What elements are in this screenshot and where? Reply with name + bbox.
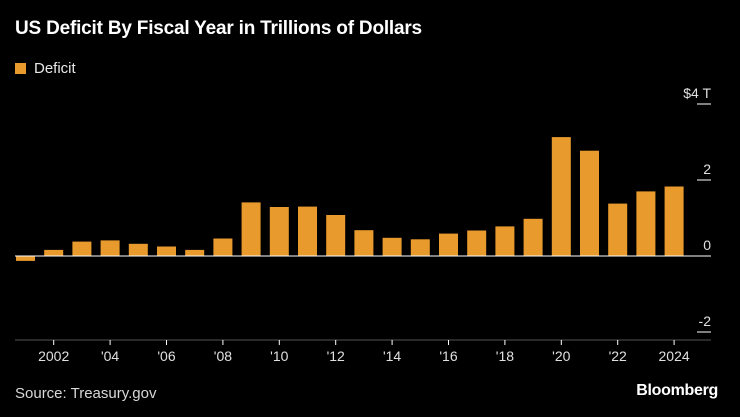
bar-2008 bbox=[213, 238, 233, 256]
bar-2006 bbox=[157, 246, 176, 256]
bar-2018 bbox=[495, 226, 515, 256]
bar-2014 bbox=[382, 237, 402, 256]
bar-2016 bbox=[439, 233, 458, 256]
bars-group bbox=[15, 137, 711, 261]
bar-2003 bbox=[72, 241, 92, 256]
bar-2010 bbox=[269, 207, 289, 256]
y-axis: $4 T 2 0 -2 bbox=[683, 85, 712, 333]
x-tick-label: '20 bbox=[552, 348, 570, 364]
bar-2019 bbox=[523, 218, 543, 256]
x-tick-label: '22 bbox=[609, 348, 627, 364]
bar-2004 bbox=[100, 240, 120, 256]
bar-2011 bbox=[298, 206, 317, 256]
x-tick-label: '10 bbox=[270, 348, 288, 364]
y-tick-label: 2 bbox=[703, 161, 711, 177]
x-tick-label: '12 bbox=[327, 348, 345, 364]
bar-2002 bbox=[44, 249, 64, 256]
bloomberg-logo: Bloomberg bbox=[636, 382, 718, 399]
legend-label-deficit: Deficit bbox=[34, 60, 76, 77]
x-tick-label: 2002 bbox=[38, 348, 69, 364]
bar-2022 bbox=[608, 203, 628, 256]
x-tick-label: '18 bbox=[496, 348, 514, 364]
y-tick-label: 0 bbox=[703, 237, 711, 253]
bar-2023 bbox=[636, 191, 656, 256]
bar-2009 bbox=[241, 202, 261, 256]
bar-2017 bbox=[467, 230, 487, 256]
bar-2013 bbox=[354, 230, 374, 256]
y-tick-label: $4 T bbox=[683, 85, 711, 101]
bar-2021 bbox=[580, 150, 599, 256]
x-axis: 2002 '04 '06 '08 '10 '12 '14 '16 '18 '20 '22 2024 bbox=[15, 339, 711, 364]
bar-2012 bbox=[326, 215, 346, 256]
bar-2001 bbox=[16, 256, 35, 261]
x-tick-label: 2024 bbox=[659, 348, 690, 364]
x-tick-label: '16 bbox=[439, 348, 457, 364]
bar-2024 bbox=[664, 186, 684, 256]
y-tick-label: -2 bbox=[699, 313, 712, 329]
x-tick-label: '04 bbox=[101, 348, 119, 364]
bar-2015 bbox=[410, 239, 430, 256]
legend: Deficit bbox=[15, 60, 76, 77]
bar-2005 bbox=[128, 243, 148, 256]
legend-swatch-deficit bbox=[15, 63, 26, 74]
chart-title: US Deficit By Fiscal Year in Trillions o… bbox=[15, 18, 422, 39]
bar-2020 bbox=[551, 137, 571, 256]
bar-2007 bbox=[185, 249, 205, 256]
x-tick-label: '14 bbox=[383, 348, 401, 364]
source-note: Source: Treasury.gov bbox=[15, 385, 157, 402]
x-tick-label: '08 bbox=[214, 348, 232, 364]
x-tick-label: '06 bbox=[157, 348, 175, 364]
